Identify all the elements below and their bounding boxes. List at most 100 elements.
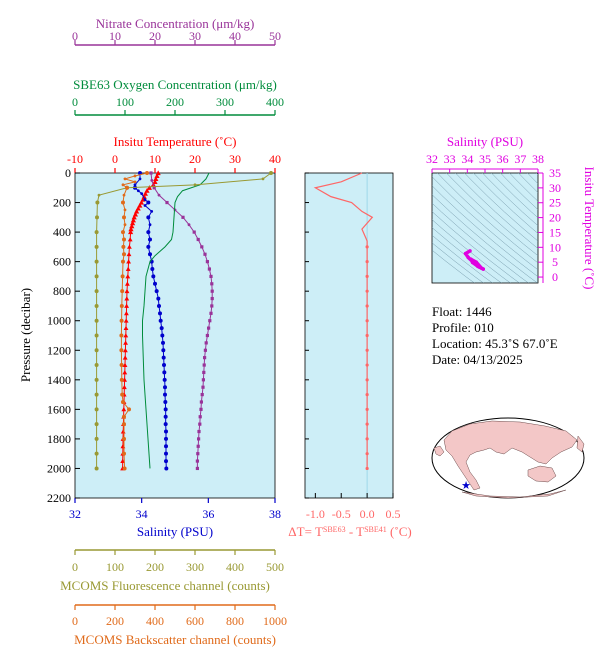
salinity-marker bbox=[148, 252, 152, 257]
temperature-marker bbox=[128, 229, 134, 235]
nitrate-marker bbox=[181, 215, 185, 219]
delta-t-marker bbox=[365, 437, 369, 441]
ts-isopycnal-line bbox=[455, 173, 538, 249]
nitrate-marker bbox=[197, 429, 201, 434]
delta-t-plot-background bbox=[304, 172, 394, 499]
fluorescence-marker bbox=[261, 177, 265, 181]
nitrate-tick-label: 20 bbox=[149, 29, 161, 43]
fluorescence-marker bbox=[94, 244, 99, 249]
salinity-marker bbox=[153, 281, 157, 286]
backscatter-marker bbox=[119, 377, 124, 382]
backscatter-marker bbox=[119, 303, 124, 308]
temperature-marker bbox=[123, 318, 129, 323]
temperature-marker bbox=[123, 333, 129, 338]
delta-t-marker bbox=[365, 274, 369, 279]
temperature-marker bbox=[127, 237, 133, 242]
backscatter-tick-label: 800 bbox=[226, 614, 244, 628]
salinity-marker bbox=[164, 436, 168, 441]
oxygen-tick-label: 400 bbox=[266, 95, 284, 109]
nitrate-marker bbox=[150, 178, 154, 182]
temperature-marker bbox=[125, 281, 130, 286]
profile-number-text: Profile: 010 bbox=[432, 320, 494, 335]
backscatter-marker bbox=[145, 171, 149, 175]
nitrate-marker bbox=[200, 245, 204, 249]
temperature-marker bbox=[125, 266, 131, 271]
temperature-marker bbox=[122, 355, 128, 360]
nitrate-marker bbox=[200, 392, 204, 397]
salinity-tick-label: 38 bbox=[269, 507, 281, 521]
ts-profile-marker bbox=[466, 255, 471, 260]
fluorescence-marker bbox=[94, 422, 99, 427]
salinity-marker bbox=[133, 183, 137, 187]
nitrate-marker bbox=[204, 341, 208, 345]
nitrate-marker bbox=[198, 415, 202, 419]
nitrate-marker bbox=[195, 459, 199, 463]
delta-t-marker bbox=[365, 392, 369, 397]
nitrate-marker bbox=[209, 311, 213, 315]
temperature-marker bbox=[125, 274, 131, 279]
salinity-tick-label: 34 bbox=[136, 507, 148, 521]
salinity-marker bbox=[146, 230, 151, 235]
nitrate-marker bbox=[202, 370, 206, 375]
nitrate-marker bbox=[196, 237, 200, 242]
salinity-marker bbox=[162, 370, 167, 375]
ts-salinity-axis-title: Salinity (PSU) bbox=[447, 134, 523, 149]
ts-temperature-tick-label: 35 bbox=[549, 166, 561, 180]
ts-isopycnals bbox=[432, 173, 538, 283]
delta-t-tick-label: 0.5 bbox=[386, 507, 401, 521]
fluorescence-marker bbox=[95, 215, 99, 220]
fluorescence-marker bbox=[193, 183, 197, 187]
ts-temperature-tick-label: 5 bbox=[552, 255, 558, 269]
nitrate-marker bbox=[197, 437, 201, 441]
map-land-antarctica bbox=[461, 489, 567, 499]
ts-isopycnal-line bbox=[432, 211, 520, 283]
nitrate-marker bbox=[209, 274, 213, 279]
nitrate-marker bbox=[208, 319, 212, 323]
salinity-marker bbox=[148, 223, 152, 227]
nitrate-tick-label: 50 bbox=[269, 29, 281, 43]
delta-t-marker bbox=[365, 289, 369, 293]
delta-t-marker bbox=[365, 333, 369, 338]
fluorescence-marker bbox=[94, 230, 99, 235]
salinity-axis-title: Salinity (PSU) bbox=[137, 524, 213, 539]
fluorescence-marker bbox=[94, 392, 99, 397]
backscatter-marker bbox=[119, 333, 124, 338]
salinity-marker bbox=[156, 296, 161, 301]
fluorescence-marker bbox=[94, 274, 99, 279]
delta-t-marker bbox=[365, 452, 369, 456]
nitrate-marker bbox=[199, 407, 203, 411]
salinity-marker bbox=[161, 348, 166, 353]
salinity-marker bbox=[136, 189, 140, 193]
pressure-tick-label: 400 bbox=[53, 225, 71, 239]
delta-t-marker bbox=[365, 363, 369, 367]
delta-t-marker bbox=[365, 304, 369, 308]
salinity-marker bbox=[164, 466, 169, 471]
oxygen-axis-title: SBE63 Oxygen Concentration (μm/kg) bbox=[73, 77, 277, 92]
ts-salinity-tick-label: 33 bbox=[444, 152, 456, 166]
temperature-marker bbox=[126, 251, 132, 257]
backscatter-marker bbox=[122, 237, 126, 242]
ts-isopycnal-line bbox=[437, 173, 538, 264]
location-text: Location: 45.3˚S 67.0˚E bbox=[432, 336, 558, 351]
ts-isopycnal-line bbox=[446, 173, 538, 257]
backscatter-marker bbox=[120, 274, 125, 279]
nitrate-marker bbox=[199, 400, 203, 404]
nitrate-axis-title: Nitrate Concentration (μm/kg) bbox=[96, 16, 255, 31]
ts-profile-marker bbox=[479, 266, 484, 270]
ts-profile-marker bbox=[476, 264, 480, 269]
ts-isopycnal-line bbox=[527, 173, 538, 185]
backscatter-marker bbox=[122, 436, 126, 441]
nitrate-marker bbox=[210, 304, 214, 308]
ts-temperature-tick-label: 15 bbox=[549, 225, 561, 239]
pressure-axis-title: Pressure (decibar) bbox=[18, 288, 33, 382]
nitrate-marker bbox=[205, 260, 209, 264]
backscatter-marker bbox=[133, 174, 137, 178]
salinity-marker bbox=[161, 355, 166, 360]
ts-salinity-tick-label: 35 bbox=[479, 152, 491, 166]
delta-t-tick-label: -1.0 bbox=[306, 507, 325, 521]
salinity-marker bbox=[164, 451, 168, 456]
nitrate-marker bbox=[196, 452, 200, 456]
salinity-marker bbox=[162, 363, 166, 368]
backscatter-marker bbox=[121, 259, 125, 264]
ts-isopycnal-line bbox=[509, 173, 538, 202]
